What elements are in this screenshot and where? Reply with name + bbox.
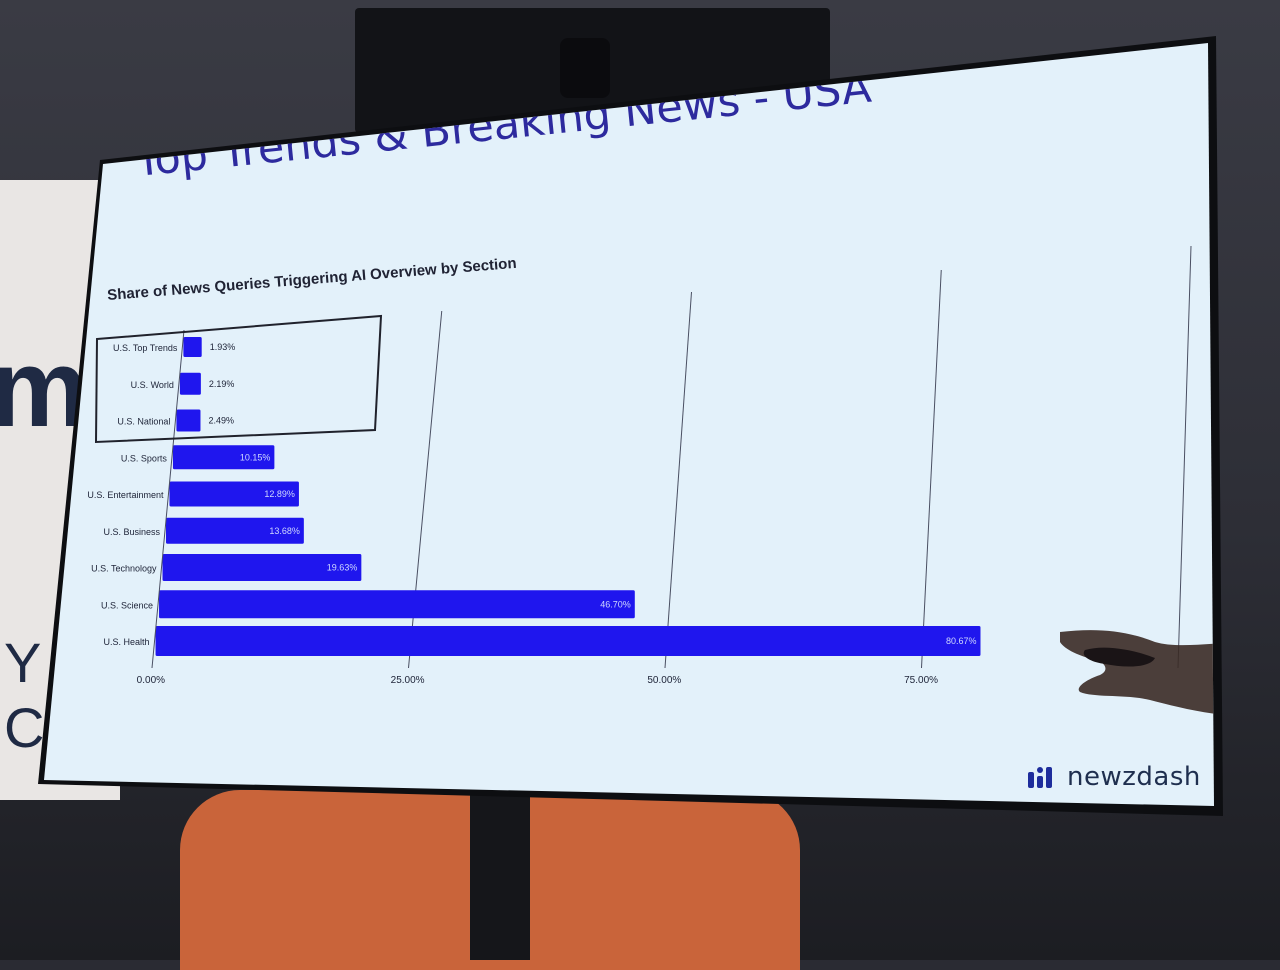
category-label: U.S. Technology (91, 564, 157, 574)
presenter-hand (1060, 630, 1214, 715)
tv-stand (470, 790, 530, 960)
x-tick-label: 75.00% (904, 675, 938, 686)
category-label: U.S. Health (104, 637, 150, 647)
newzdash-logo-icon (1028, 767, 1052, 788)
value-label: 1.93% (210, 342, 236, 352)
value-label: 13.68% (269, 526, 300, 536)
category-label: U.S. Business (103, 527, 160, 537)
wall-sign-lettering: m (0, 327, 88, 450)
category-label: U.S. National (117, 417, 170, 427)
gridline-100 (1177, 245, 1192, 669)
category-label: U.S. World (131, 380, 174, 390)
value-label: 19.63% (327, 563, 358, 573)
webcam-lens (560, 38, 610, 98)
x-tick-label: 0.00% (137, 675, 165, 686)
bar-u-s-technology (162, 554, 362, 581)
bar-u-s-health (155, 626, 981, 656)
category-label: U.S. Science (101, 600, 153, 610)
bar-u-s-entertainment (169, 481, 299, 507)
value-label: 2.19% (209, 379, 235, 389)
category-label: U.S. Sports (121, 453, 168, 463)
category-label: U.S. Top Trends (113, 343, 178, 353)
gridline-75 (921, 269, 942, 669)
value-label: 12.89% (264, 489, 295, 499)
x-tick-label: 25.00% (391, 675, 425, 686)
newzdash-logo-text: newzdash (1067, 762, 1201, 792)
newzdash-logo: newzdash (1027, 762, 1201, 792)
wall-sign-lettering-small: Y C (4, 631, 57, 759)
zero-axis-line (151, 329, 185, 669)
value-label: 46.70% (600, 599, 631, 609)
bar-u-s-world (179, 372, 201, 395)
category-label: U.S. Entertainment (87, 490, 164, 500)
value-label: 80.67% (946, 636, 977, 646)
bar-u-s-sports (172, 445, 275, 470)
value-label: 10.15% (240, 452, 271, 462)
bar-u-s-science (159, 590, 635, 619)
gridline-50 (664, 291, 692, 669)
bar-u-s-national (176, 409, 201, 432)
value-label: 2.49% (208, 416, 234, 426)
bar-u-s-top-trends (183, 337, 202, 357)
bar-u-s-business (165, 517, 304, 544)
x-tick-label: 50.00% (647, 675, 681, 686)
highlight-box (94, 314, 383, 444)
